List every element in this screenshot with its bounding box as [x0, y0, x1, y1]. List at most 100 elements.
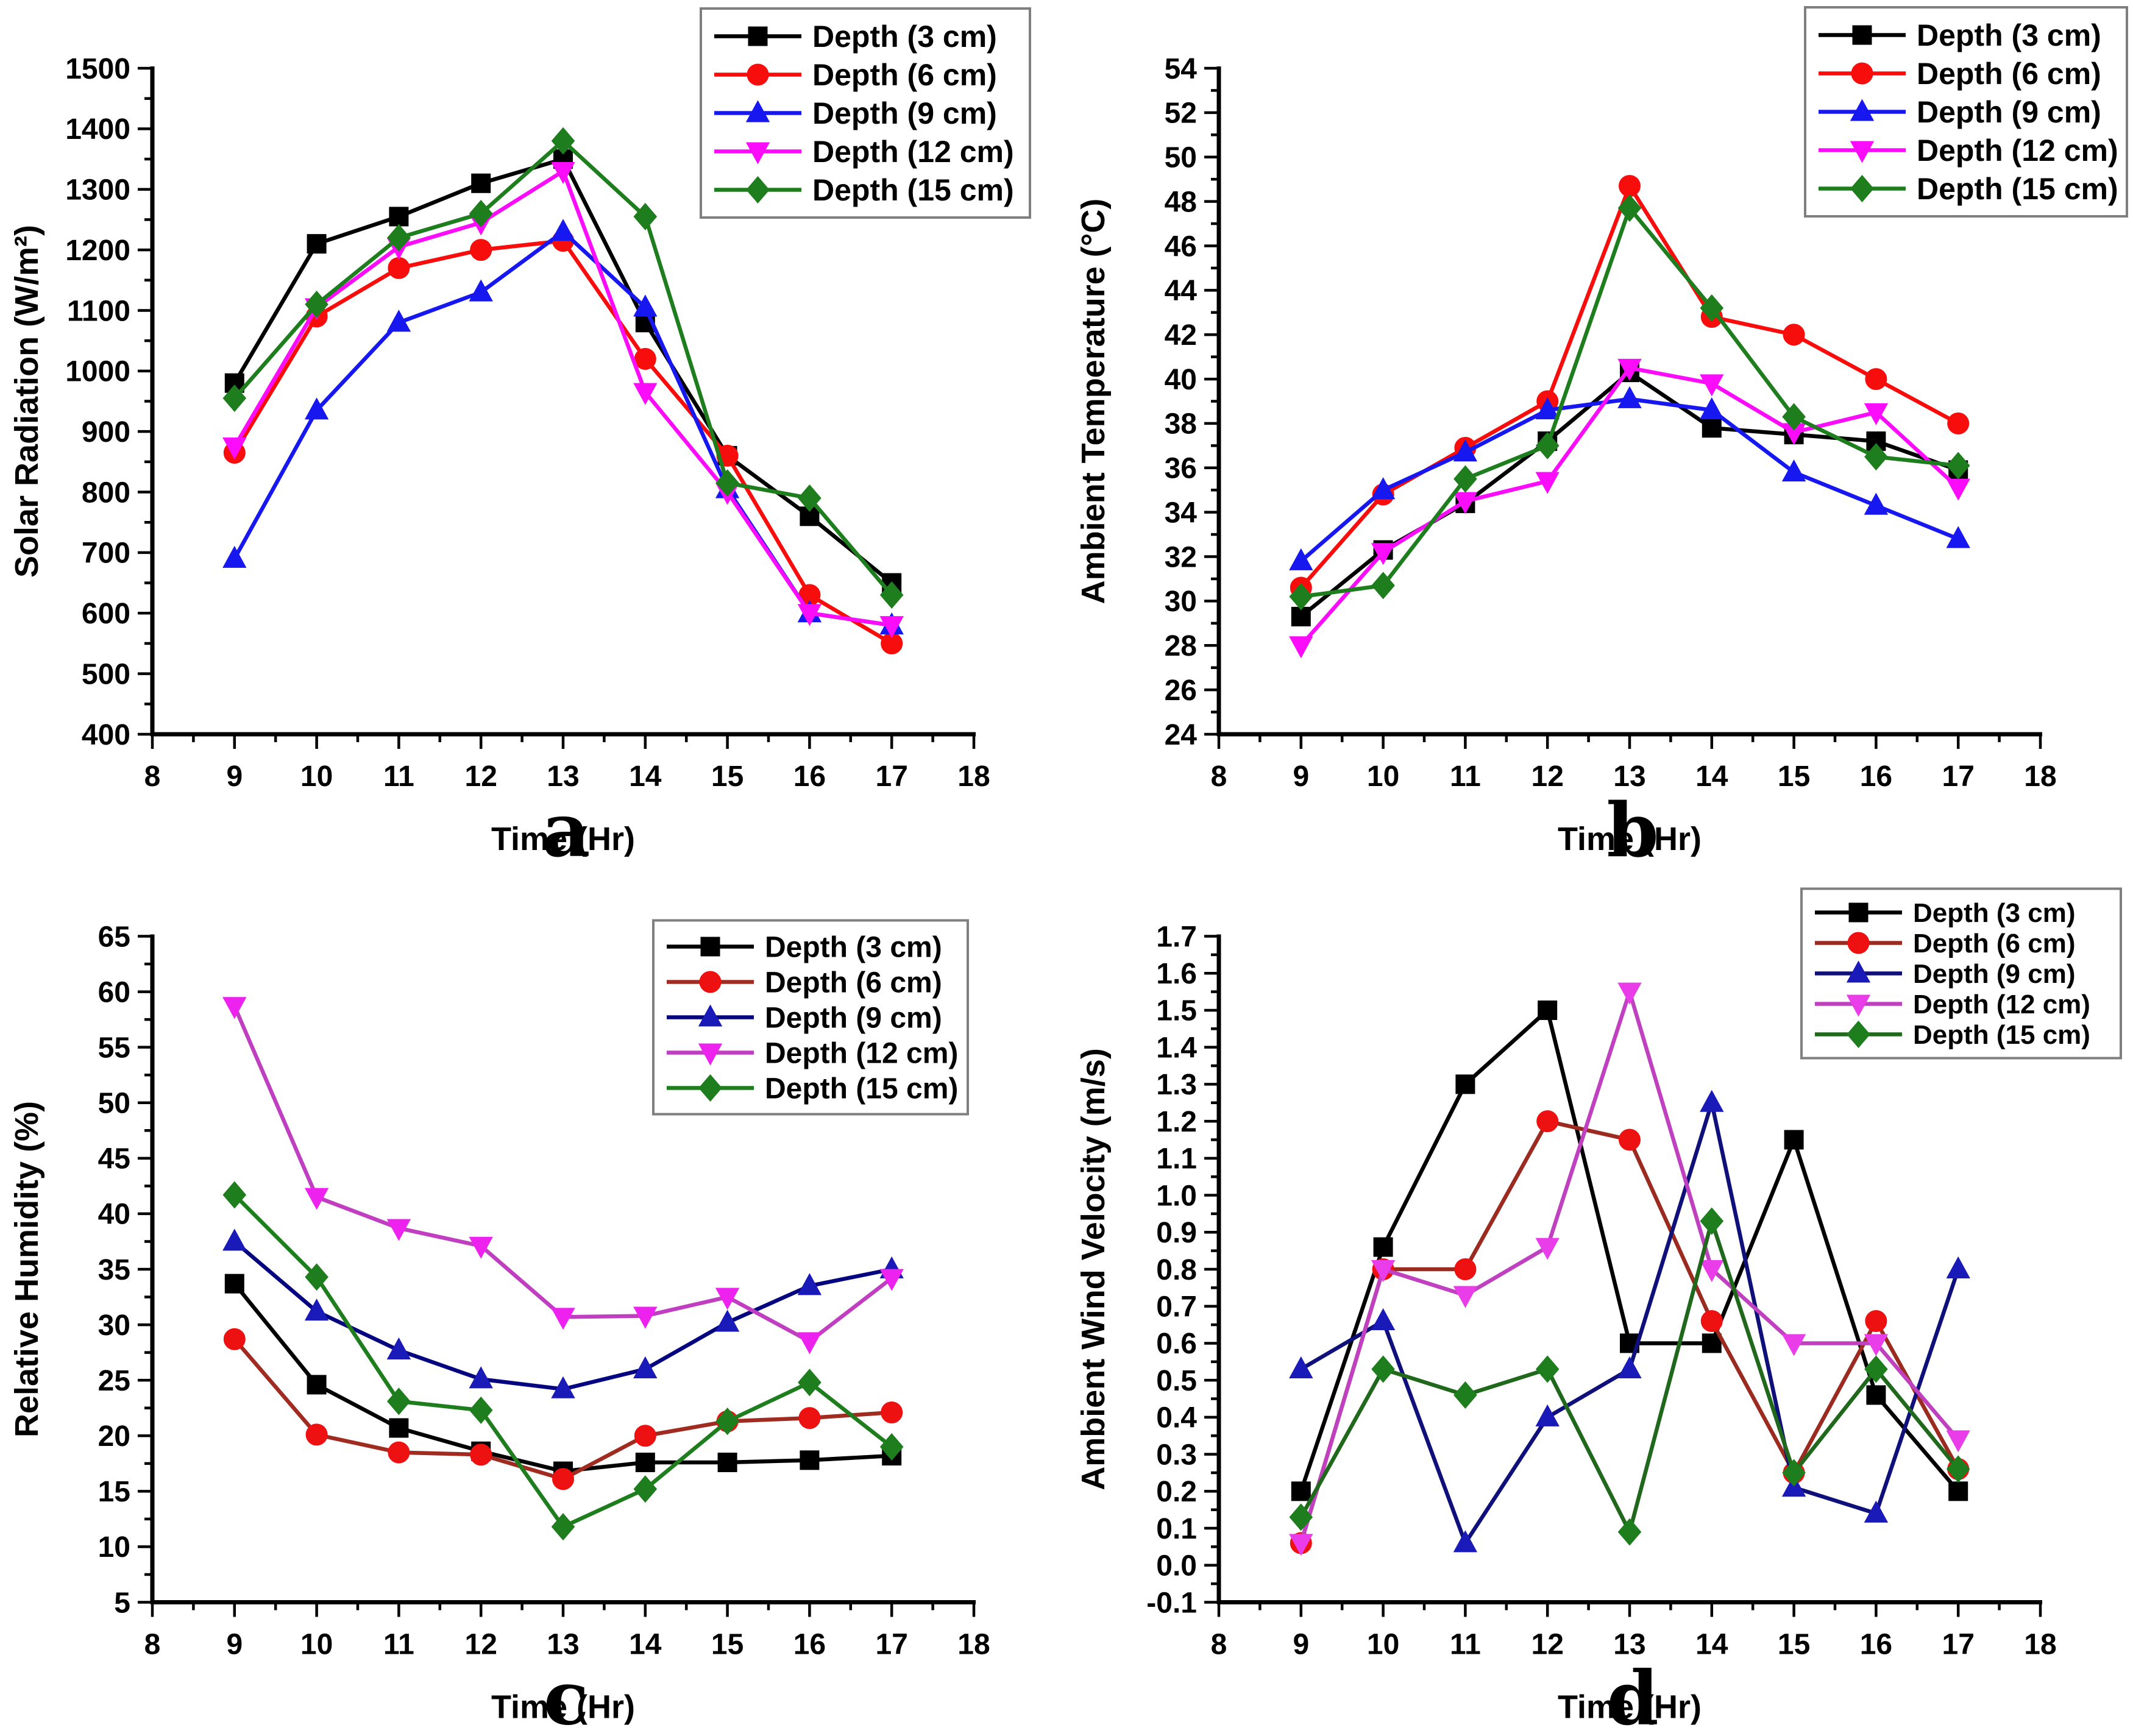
triangle-up-marker — [1371, 1308, 1396, 1331]
y-tick-label: 50 — [1165, 142, 1197, 174]
triangle-up-marker — [1617, 1356, 1642, 1378]
triangle-down-marker — [386, 1219, 411, 1241]
y-tick-label: 0.0 — [1156, 1550, 1197, 1582]
triangle-down-marker — [797, 1332, 822, 1355]
chart-c-relative-humidity: 8 9 10 11 12 13 14 15 16 17 1851015202530354045505… — [9, 919, 990, 1736]
triangle-down-marker — [304, 1188, 329, 1210]
x-tick-label: 14 — [1695, 1629, 1728, 1661]
square-marker — [389, 1418, 409, 1438]
diamond-marker — [1289, 583, 1313, 611]
x-ticks: 8 9 10 11 12 13 14 15 16 17 18 — [1211, 1602, 2057, 1661]
y-tick-label: 1300 — [65, 174, 130, 207]
x-tick-label: 16 — [1860, 760, 1892, 793]
diamond-marker — [879, 1433, 904, 1461]
y-tick-label: 48 — [1165, 186, 1197, 218]
x-tick-label: 10 — [1367, 760, 1399, 793]
triangle-up-marker — [1535, 1404, 1560, 1426]
circle-marker — [1700, 1310, 1723, 1333]
series-depth-15-cm- — [222, 1181, 904, 1541]
triangle-up-marker — [1289, 548, 1313, 570]
y-tick-label: 500 — [82, 658, 130, 690]
panel-letter-a: a — [542, 786, 590, 868]
x-tick-label: 17 — [876, 1629, 908, 1661]
y-tick-label: 5 — [114, 1587, 130, 1619]
diamond-marker — [633, 1475, 658, 1503]
legend-label: Depth (3 cm) — [765, 931, 942, 963]
triangle-down-marker — [1864, 1334, 1889, 1356]
y-tick-label: 1200 — [65, 235, 130, 267]
x-tick-label: 16 — [793, 760, 826, 793]
triangle-down-marker — [1846, 994, 1871, 1017]
square-marker — [389, 207, 409, 227]
diamond-marker — [1946, 1455, 1970, 1483]
x-tick-label: 9 — [1293, 760, 1309, 793]
y-tick-label: 1.7 — [1156, 921, 1197, 953]
series-depth-9-cm- — [1289, 386, 1970, 570]
legend-label: Depth (15 cm) — [1917, 172, 2118, 206]
legend-label: Depth (9 cm) — [1913, 959, 2075, 989]
x-tick-label: 9 — [226, 1629, 243, 1661]
x-tick-label: 12 — [465, 1629, 497, 1661]
circle-marker — [747, 63, 769, 86]
circle-marker — [388, 257, 410, 279]
diamond-marker — [551, 127, 575, 155]
y-tick-label: 36 — [1165, 453, 1197, 485]
legend-label: Depth (6 cm) — [1913, 929, 2075, 958]
y-tick-label: 54 — [1165, 53, 1198, 85]
y-axis-title: Ambient Temperature (°C) — [1075, 199, 1112, 604]
triangle-down-marker — [1700, 374, 1724, 397]
circle-marker — [634, 1425, 656, 1447]
x-tick-label: 11 — [383, 760, 414, 793]
y-tick-label: 0.5 — [1156, 1365, 1197, 1397]
diamond-marker — [305, 1263, 328, 1291]
y-tick-label: 0.4 — [1156, 1402, 1197, 1434]
diamond-marker — [551, 1513, 575, 1541]
triangle-down-marker — [633, 383, 658, 405]
circle-marker — [1865, 1310, 1887, 1333]
series-depth-6-cm- — [223, 230, 903, 654]
triangle-up-marker — [745, 100, 770, 122]
square-marker — [307, 1375, 327, 1395]
triangle-up-marker — [304, 1298, 329, 1321]
y-axis-title: Ambient Wind Velocity (m/s) — [1075, 1048, 1112, 1490]
x-tick-label: 14 — [1695, 760, 1728, 793]
y-tick-label: 26 — [1165, 675, 1197, 707]
x-tick-label: 14 — [629, 1629, 662, 1661]
y-tick-label: 44 — [1165, 275, 1198, 307]
x-tick-label: 13 — [547, 1629, 579, 1661]
diamond-marker — [222, 1181, 247, 1209]
circle-marker — [470, 239, 492, 261]
diamond-marker — [1847, 1020, 1870, 1049]
triangle-down-marker — [222, 438, 247, 460]
legend: Depth (3 cm) Depth (6 cm) Depth (9 cm) Dept… — [700, 7, 1031, 219]
square-marker — [1852, 25, 1872, 45]
y-tick-label: 0.8 — [1156, 1254, 1197, 1286]
y-tick-label: 900 — [82, 416, 130, 448]
diamond-marker — [1371, 1355, 1395, 1383]
y-tick-label: 52 — [1165, 97, 1197, 130]
square-marker — [1784, 1130, 1804, 1150]
diamond-marker — [1850, 174, 1874, 203]
x-ticks: 8 9 10 11 12 13 14 15 16 17 18 — [144, 1602, 990, 1661]
y-tick-label: 42 — [1165, 319, 1197, 352]
y-tick-label: 32 — [1165, 541, 1197, 573]
triangle-up-marker — [1535, 397, 1560, 420]
triangle-up-marker — [304, 397, 329, 420]
x-tick-label: 13 — [1613, 1629, 1645, 1661]
legend-label: Depth (9 cm) — [765, 1002, 942, 1034]
y-ticks: 5 10 15 20 25 30 35 40 45 50 55 60 65 — [98, 921, 152, 1619]
diamond-marker — [1946, 452, 1970, 480]
x-tick-label: 16 — [1860, 1629, 1892, 1661]
y-tick-label: 45 — [98, 1143, 130, 1175]
y-tick-label: 46 — [1165, 230, 1197, 263]
legend-label: Depth (9 cm) — [1917, 95, 2101, 129]
triangle-up-marker — [551, 219, 575, 241]
square-marker — [1848, 902, 1869, 923]
x-tick-label: 16 — [793, 1629, 826, 1661]
y-tick-label: 30 — [1165, 586, 1197, 618]
x-tick-label: 17 — [1942, 1629, 1975, 1661]
chart-d-ambient-wind-velocity: 8 9 10 11 12 13 14 15 16 17 18 -0.1 0.0 0.1 0.2 0.3 0.4 0… — [1075, 887, 2122, 1736]
diamond-marker — [1700, 1207, 1724, 1235]
y-tick-label: 24 — [1165, 719, 1198, 751]
